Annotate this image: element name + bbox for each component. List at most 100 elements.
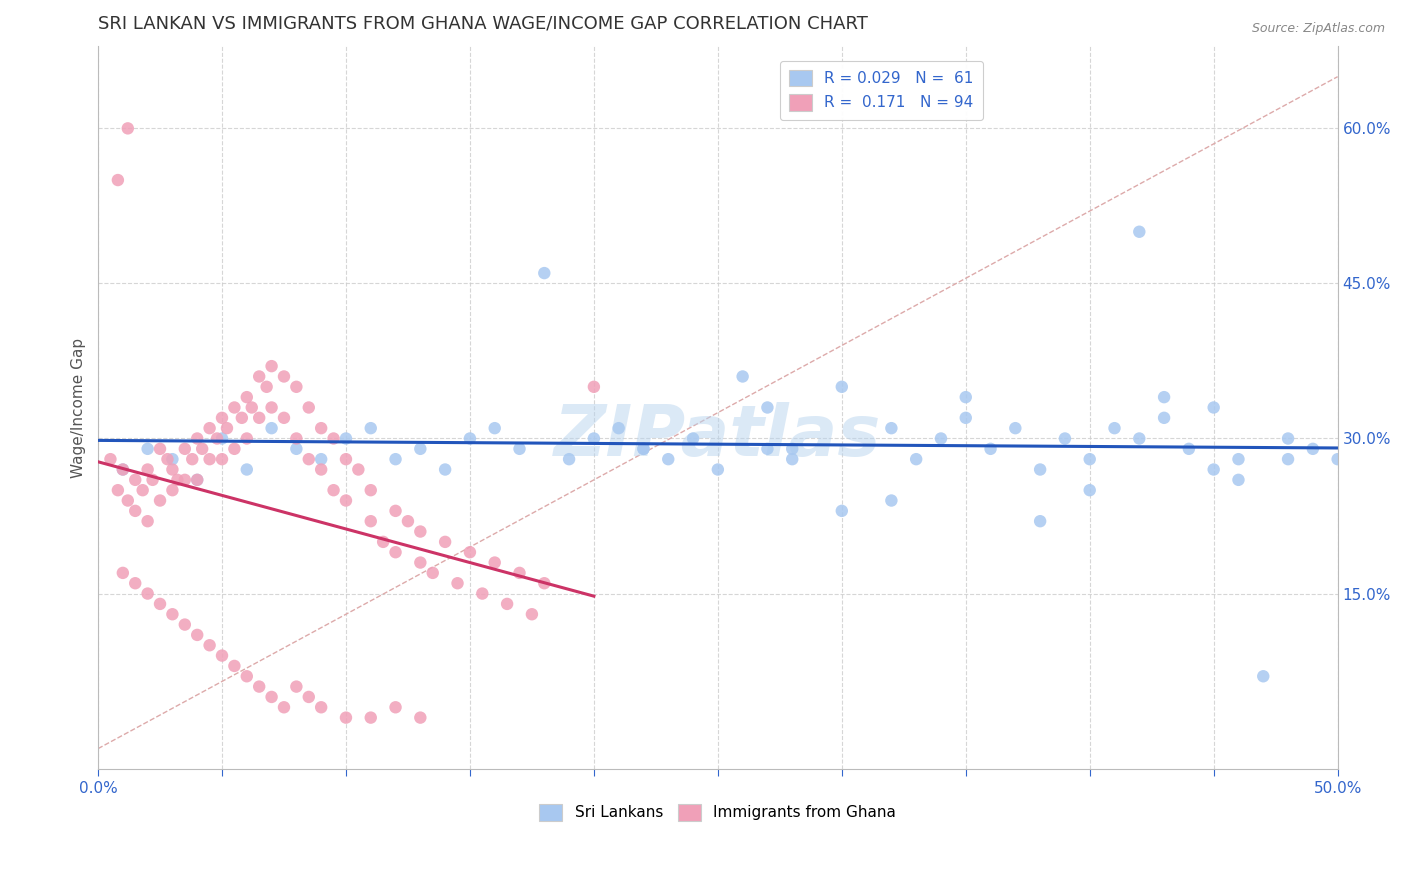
- Point: [149, 493, 172, 508]
- Point: [434, 462, 457, 476]
- Point: [955, 390, 977, 404]
- Point: [484, 556, 506, 570]
- Point: [117, 493, 139, 508]
- Point: [273, 700, 295, 714]
- Point: [107, 173, 129, 187]
- Point: [285, 680, 308, 694]
- Point: [1277, 432, 1299, 446]
- Point: [520, 607, 543, 622]
- Point: [335, 432, 357, 446]
- Point: [186, 432, 208, 446]
- Point: [880, 421, 903, 435]
- Point: [236, 669, 259, 683]
- Point: [1326, 452, 1348, 467]
- Point: [131, 483, 153, 498]
- Text: SRI LANKAN VS IMMIGRANTS FROM GHANA WAGE/INCOME GAP CORRELATION CHART: SRI LANKAN VS IMMIGRANTS FROM GHANA WAGE…: [98, 15, 868, 33]
- Point: [211, 648, 233, 663]
- Point: [831, 504, 853, 518]
- Point: [905, 452, 928, 467]
- Point: [471, 586, 494, 600]
- Point: [211, 432, 233, 446]
- Point: [384, 452, 406, 467]
- Point: [1202, 401, 1225, 415]
- Point: [309, 421, 332, 435]
- Point: [211, 452, 233, 467]
- Point: [224, 401, 246, 415]
- Point: [335, 493, 357, 508]
- Point: [173, 473, 195, 487]
- Point: [508, 566, 530, 580]
- Point: [285, 442, 308, 456]
- Text: ZIPatlas: ZIPatlas: [554, 402, 882, 471]
- Point: [273, 410, 295, 425]
- Point: [780, 442, 803, 456]
- Point: [1302, 442, 1324, 456]
- Point: [384, 700, 406, 714]
- Point: [247, 410, 270, 425]
- Point: [831, 380, 853, 394]
- Point: [231, 410, 253, 425]
- Point: [707, 462, 730, 476]
- Point: [240, 401, 263, 415]
- Point: [166, 473, 188, 487]
- Point: [181, 452, 204, 467]
- Point: [205, 432, 228, 446]
- Point: [360, 421, 382, 435]
- Point: [186, 473, 208, 487]
- Point: [186, 628, 208, 642]
- Point: [309, 462, 332, 476]
- Point: [373, 534, 395, 549]
- Point: [633, 442, 655, 456]
- Point: [335, 452, 357, 467]
- Legend: Sri Lankans, Immigrants from Ghana: Sri Lankans, Immigrants from Ghana: [533, 798, 903, 827]
- Point: [929, 432, 952, 446]
- Point: [1029, 514, 1052, 528]
- Point: [173, 442, 195, 456]
- Point: [149, 442, 172, 456]
- Point: [198, 421, 221, 435]
- Point: [1227, 473, 1250, 487]
- Point: [458, 432, 481, 446]
- Point: [422, 566, 444, 580]
- Point: [298, 401, 321, 415]
- Point: [731, 369, 754, 384]
- Point: [360, 483, 382, 498]
- Point: [224, 442, 246, 456]
- Point: [434, 534, 457, 549]
- Point: [162, 607, 184, 622]
- Point: [256, 380, 278, 394]
- Point: [1202, 462, 1225, 476]
- Point: [1078, 452, 1101, 467]
- Point: [1053, 432, 1076, 446]
- Point: [756, 442, 779, 456]
- Point: [409, 556, 432, 570]
- Point: [273, 369, 295, 384]
- Point: [955, 410, 977, 425]
- Point: [298, 452, 321, 467]
- Point: [484, 421, 506, 435]
- Point: [124, 576, 146, 591]
- Point: [298, 690, 321, 704]
- Point: [198, 638, 221, 652]
- Point: [247, 680, 270, 694]
- Point: [409, 524, 432, 539]
- Point: [124, 473, 146, 487]
- Point: [186, 473, 208, 487]
- Point: [1078, 483, 1101, 498]
- Point: [142, 473, 165, 487]
- Point: [260, 401, 283, 415]
- Point: [247, 369, 270, 384]
- Point: [236, 390, 259, 404]
- Point: [657, 452, 679, 467]
- Point: [309, 452, 332, 467]
- Point: [162, 483, 184, 498]
- Point: [1128, 225, 1150, 239]
- Point: [107, 483, 129, 498]
- Point: [756, 401, 779, 415]
- Point: [360, 711, 382, 725]
- Point: [136, 442, 159, 456]
- Point: [156, 452, 179, 467]
- Point: [285, 432, 308, 446]
- Point: [533, 576, 555, 591]
- Text: Source: ZipAtlas.com: Source: ZipAtlas.com: [1251, 22, 1385, 36]
